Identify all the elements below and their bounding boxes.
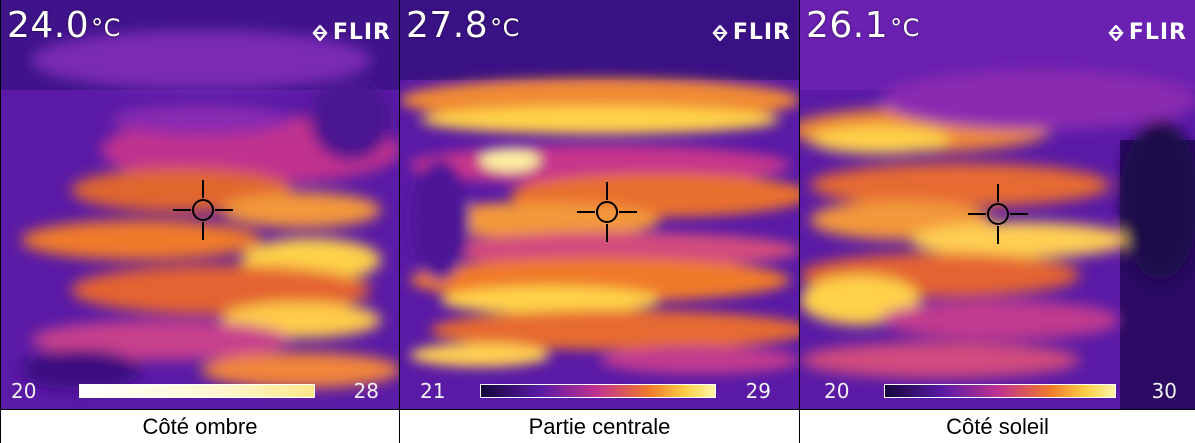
flir-logo: FLIR — [1108, 20, 1187, 45]
caption-center: Partie centrale — [528, 414, 671, 439]
flir-mark-icon — [712, 24, 728, 41]
panel-center: 27.8°C FLIR 21 29 Partie — [400, 0, 800, 443]
temperature-scale: 20 28 — [1, 379, 399, 403]
scale-gradient — [480, 384, 716, 398]
flir-logo: FLIR — [712, 20, 791, 45]
crosshair-icon — [577, 182, 637, 242]
thermal-image-sun: 26.1°C FLIR 20 30 — [800, 0, 1195, 410]
scale-min-label: 20 — [824, 379, 850, 403]
thermal-texture — [1, 0, 399, 409]
temperature-readout: 24.0°C — [7, 5, 121, 46]
caption-shade-side: Côté ombre — [142, 414, 258, 439]
flir-mark-icon — [1108, 24, 1124, 41]
scale-max-label: 30 — [1151, 379, 1177, 403]
temperature-readout: 26.1°C — [806, 5, 920, 46]
scale-max-label: 28 — [353, 379, 379, 403]
thermal-image-shade: 24.0°C FLIR 20 28 — [1, 0, 399, 410]
scale-min-label: 21 — [420, 379, 446, 403]
temperature-readout: 27.8°C — [406, 5, 520, 46]
scale-gradient — [884, 384, 1116, 398]
crosshair-icon — [968, 184, 1028, 244]
thermal-image-center: 27.8°C FLIR 21 29 — [400, 0, 799, 410]
panel-sun-side: 26.1°C FLIR 20 30 Côté s — [800, 0, 1195, 443]
thermal-texture — [400, 0, 799, 409]
scale-max-label: 29 — [745, 379, 771, 403]
scale-min-label: 20 — [11, 379, 37, 403]
scale-gradient — [79, 384, 315, 398]
crosshair-icon — [173, 180, 233, 240]
panel-shade-side: 24.0°C FLIR 20 28 Côté o — [0, 0, 400, 443]
flir-logo: FLIR — [312, 20, 391, 45]
temperature-scale: 20 30 — [800, 379, 1195, 403]
caption-sun-side: Côté soleil — [946, 414, 1049, 439]
flir-mark-icon — [312, 24, 328, 41]
temperature-scale: 21 29 — [400, 379, 799, 403]
